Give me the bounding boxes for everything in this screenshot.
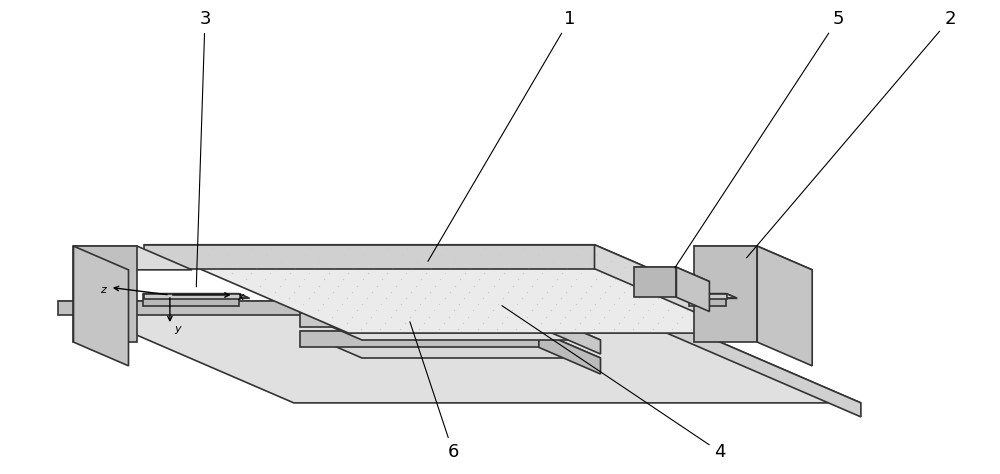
Polygon shape bbox=[690, 294, 727, 299]
Polygon shape bbox=[58, 301, 626, 315]
Polygon shape bbox=[676, 267, 709, 311]
Polygon shape bbox=[539, 313, 600, 354]
Text: z: z bbox=[100, 285, 106, 295]
Text: 4: 4 bbox=[502, 306, 726, 461]
Polygon shape bbox=[143, 293, 250, 298]
Polygon shape bbox=[689, 293, 726, 306]
Polygon shape bbox=[634, 267, 709, 282]
Polygon shape bbox=[690, 294, 736, 298]
Text: 6: 6 bbox=[410, 322, 459, 461]
Polygon shape bbox=[144, 245, 799, 333]
Polygon shape bbox=[144, 294, 240, 299]
Polygon shape bbox=[300, 313, 539, 328]
Polygon shape bbox=[634, 267, 676, 297]
Polygon shape bbox=[689, 293, 737, 298]
Polygon shape bbox=[694, 246, 757, 342]
Polygon shape bbox=[594, 245, 799, 357]
Polygon shape bbox=[539, 331, 600, 374]
Text: y: y bbox=[174, 324, 181, 334]
Polygon shape bbox=[626, 301, 861, 417]
Polygon shape bbox=[694, 246, 812, 270]
Polygon shape bbox=[144, 245, 594, 269]
Polygon shape bbox=[144, 294, 248, 298]
Polygon shape bbox=[300, 313, 600, 340]
Polygon shape bbox=[757, 246, 812, 366]
Polygon shape bbox=[300, 331, 539, 347]
Text: 2: 2 bbox=[747, 10, 956, 258]
Polygon shape bbox=[300, 331, 600, 358]
Polygon shape bbox=[73, 246, 192, 270]
Polygon shape bbox=[73, 246, 128, 366]
Text: 3: 3 bbox=[196, 10, 211, 287]
Text: x: x bbox=[238, 292, 244, 302]
Text: 1: 1 bbox=[428, 10, 576, 261]
Polygon shape bbox=[58, 301, 861, 403]
Polygon shape bbox=[73, 246, 137, 342]
Text: 5: 5 bbox=[675, 10, 844, 268]
Polygon shape bbox=[143, 293, 239, 306]
